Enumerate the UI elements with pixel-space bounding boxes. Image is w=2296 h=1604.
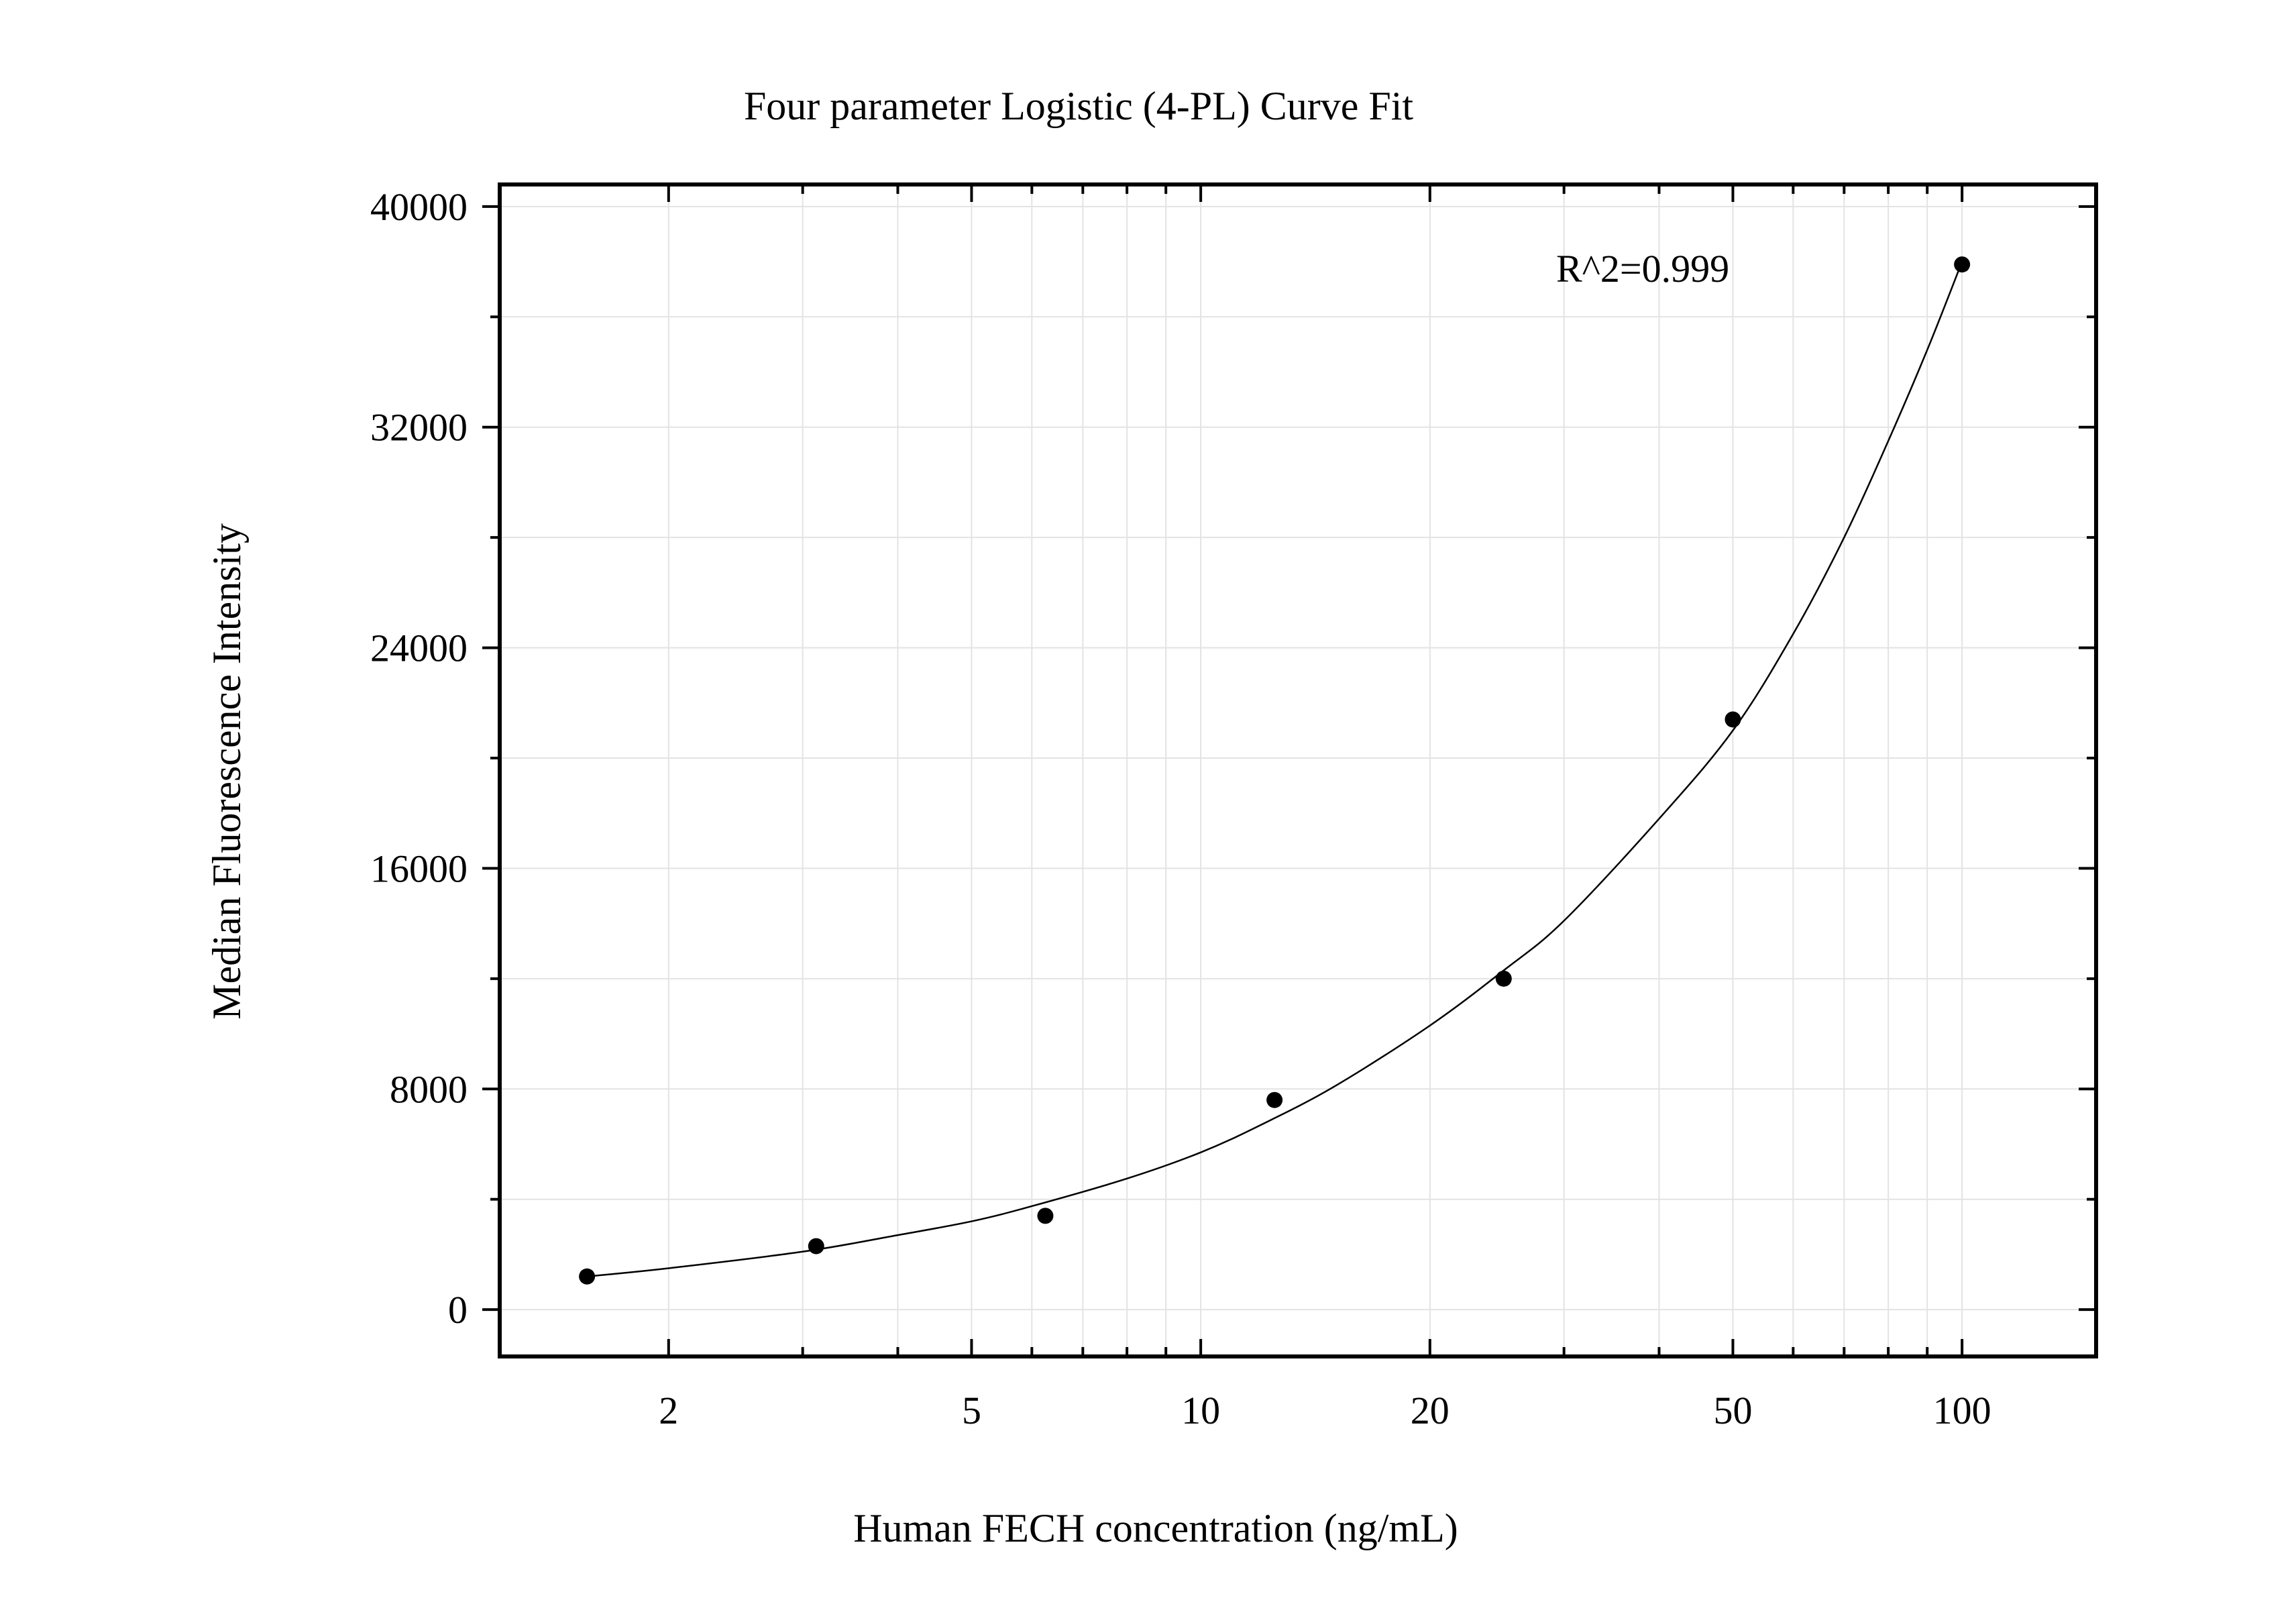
plot-frame <box>498 182 2098 1358</box>
data-points <box>579 256 1971 1285</box>
y-tick-label: 0 <box>448 1288 468 1332</box>
x-tick-label: 5 <box>962 1389 981 1432</box>
x-tick-label: 100 <box>1933 1389 1991 1432</box>
data-point <box>1495 970 1512 987</box>
data-point <box>808 1238 824 1254</box>
chart-title: Four parameter Logistic (4-PL) Curve Fit <box>744 84 1413 128</box>
fit-curve <box>586 261 1963 1278</box>
data-point <box>1954 256 1971 273</box>
y-axis-label: Median Fluorescence Intensity <box>205 523 249 1020</box>
data-point <box>1037 1208 1054 1224</box>
y-tick-label: 16000 <box>370 847 468 890</box>
data-point <box>579 1268 596 1285</box>
x-tick-label: 2 <box>659 1389 678 1432</box>
axis-ticks <box>482 184 2096 1356</box>
x-tick-label: 20 <box>1411 1389 1450 1432</box>
data-point <box>1266 1091 1283 1108</box>
tick-labels: 2 5 10 20 50 100 0 8000 16000 24000 32000 40000 <box>370 185 1991 1432</box>
r-squared-annotation: R^2=0.999 <box>1556 247 1729 290</box>
x-tick-label: 50 <box>1713 1389 1752 1432</box>
y-tick-label: 32000 <box>370 406 468 449</box>
y-tick-label: 8000 <box>390 1067 468 1111</box>
y-tick-label: 40000 <box>370 185 468 229</box>
data-point <box>1725 711 1741 728</box>
grid-lines <box>500 184 2096 1356</box>
y-tick-label: 24000 <box>370 627 468 670</box>
x-axis-label: Human FECH concentration (ng/mL) <box>853 1506 1458 1550</box>
x-tick-label: 10 <box>1181 1389 1220 1432</box>
